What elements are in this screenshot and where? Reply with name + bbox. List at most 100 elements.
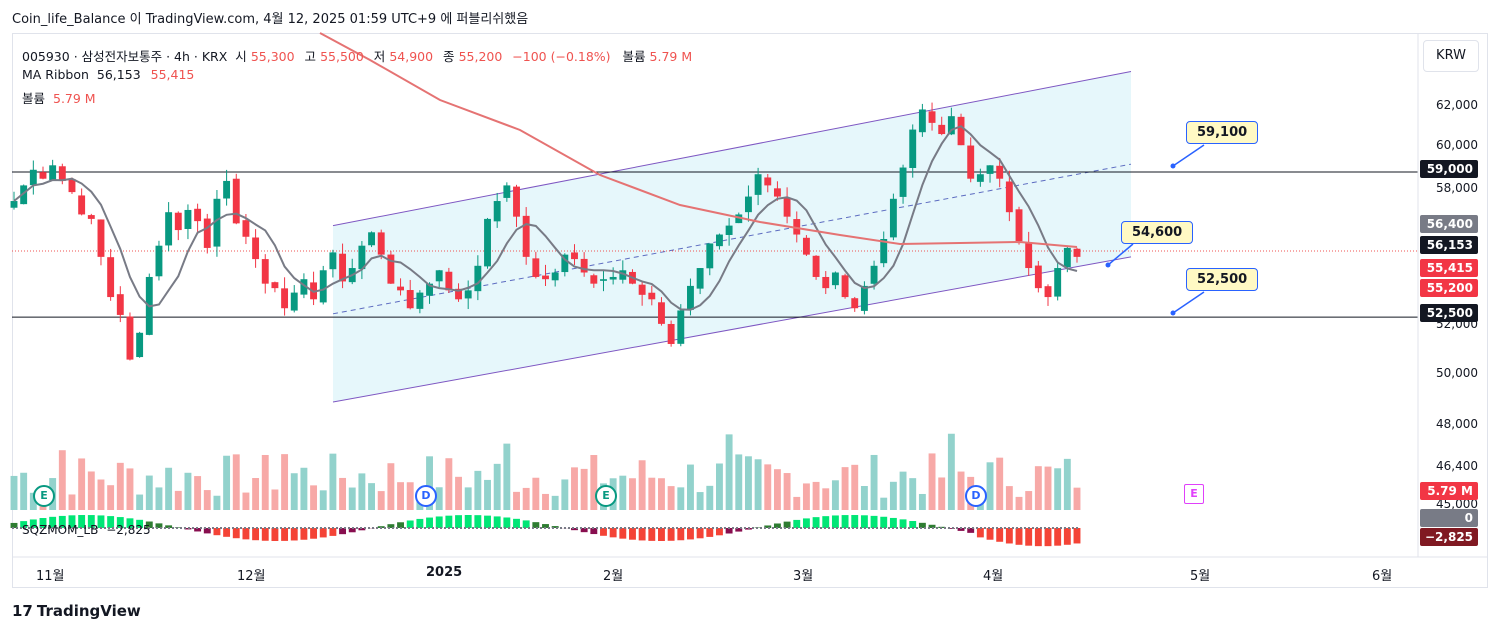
sqz-bar (397, 522, 404, 528)
volume-bar (889, 481, 897, 510)
candle-body (97, 219, 105, 257)
candle-body (261, 259, 269, 284)
volume-bar (300, 467, 308, 510)
sqz-bar (223, 528, 231, 537)
volume-bar (136, 494, 144, 510)
sqz-bar (416, 518, 424, 528)
candle-body (783, 197, 791, 217)
candle-body (58, 166, 66, 181)
volume-bar (368, 483, 376, 510)
volume-bar (1073, 487, 1081, 510)
price-badge: 52,500 (1420, 304, 1478, 322)
sqz-bar (310, 528, 318, 539)
volume-bar (996, 457, 1004, 510)
chart-frame (12, 33, 1488, 588)
volume-bar (252, 478, 260, 510)
candle-body (155, 245, 163, 277)
volume-bar (358, 473, 366, 510)
volume-bar (1044, 466, 1052, 510)
candle-body (165, 212, 173, 246)
volume-bar (455, 476, 462, 510)
volume-bar (580, 468, 588, 510)
volume-bar (261, 454, 269, 510)
earnings-event-icon[interactable]: E (33, 485, 55, 507)
candle-body (290, 292, 298, 311)
candle-body (667, 323, 675, 344)
candle-body (319, 270, 327, 303)
sqz-bar (831, 515, 839, 528)
volume-bar (957, 471, 965, 510)
volume-bar (831, 480, 839, 510)
sqz-bar (687, 528, 694, 540)
currency-button[interactable]: KRW (1423, 40, 1479, 72)
low-label: 저 (373, 49, 386, 64)
volume-bar (348, 487, 356, 510)
candle-body (600, 279, 607, 281)
sqz-bar (10, 522, 18, 528)
price-tick-label: 62,000 (1436, 98, 1478, 112)
sqz-bar (213, 528, 221, 536)
sqz-bar (126, 518, 134, 528)
candle-body (416, 292, 424, 309)
volume-bar (474, 470, 482, 510)
candle-body (1063, 247, 1071, 268)
earnings-event-icon[interactable]: E (595, 485, 617, 507)
volume-bar (1063, 458, 1071, 510)
sqz-bar (1063, 528, 1071, 545)
callout-connector (1107, 243, 1134, 266)
sqz-bar (271, 528, 279, 541)
volume-bar (812, 481, 820, 510)
earnings-future-icon[interactable]: E (1184, 484, 1204, 504)
candle-body (136, 332, 144, 358)
sqz-bar (619, 528, 627, 539)
sqz-bar (967, 528, 975, 533)
volume-bar (667, 486, 675, 510)
candle-body (1034, 265, 1042, 289)
candle-body (841, 275, 849, 298)
time-tick-label: 11월 (36, 569, 65, 584)
callout-anchor (1170, 163, 1176, 169)
price-tick-label: 58,000 (1436, 181, 1478, 195)
candle-body (648, 292, 656, 300)
candle-body (561, 254, 569, 273)
volume-bar (899, 471, 907, 510)
time-tick-label: 4월 (983, 569, 1004, 584)
candle-body (426, 283, 433, 296)
sqz-bar (406, 520, 414, 528)
sqz-bar (107, 516, 115, 528)
candle-body (687, 285, 694, 310)
sqz-bar (957, 528, 965, 531)
volume-bar (1034, 466, 1042, 510)
candle-body (377, 232, 385, 255)
volume-bar (725, 434, 733, 510)
candle-body (522, 215, 530, 257)
candle-body (78, 195, 86, 215)
dividend-event-icon[interactable]: D (415, 485, 437, 507)
price-badge: 59,000 (1420, 160, 1478, 178)
tradingview-brand[interactable]: 17 TradingView (12, 602, 141, 620)
candle-body (967, 145, 975, 179)
sqz-bar (68, 515, 76, 528)
candle-body (802, 237, 810, 255)
dividend-event-icon[interactable]: D (965, 485, 987, 507)
volume-bar (1054, 468, 1062, 510)
volume-bar (281, 454, 289, 510)
sqz-bar (976, 528, 984, 538)
price-badge: 56,400 (1420, 215, 1478, 233)
sqz-bar (155, 523, 163, 528)
time-tick-label: 6월 (1372, 569, 1393, 584)
volume-bar (319, 490, 327, 510)
callout-upper[interactable]: 59,100 (1186, 121, 1259, 144)
sqz-bar (918, 522, 926, 528)
price-tick-label: 46,400 (1436, 459, 1478, 473)
candle-body (116, 294, 124, 315)
callout-lower[interactable]: 52,500 (1186, 268, 1259, 291)
candle-body (542, 275, 549, 280)
sqz-bar (97, 515, 105, 528)
volume-bar (822, 488, 830, 510)
sqz-bar (145, 521, 153, 528)
sqz-bar (715, 528, 723, 536)
callout-mid[interactable]: 54,600 (1121, 221, 1194, 244)
price-tick-label: 48,000 (1436, 417, 1478, 431)
